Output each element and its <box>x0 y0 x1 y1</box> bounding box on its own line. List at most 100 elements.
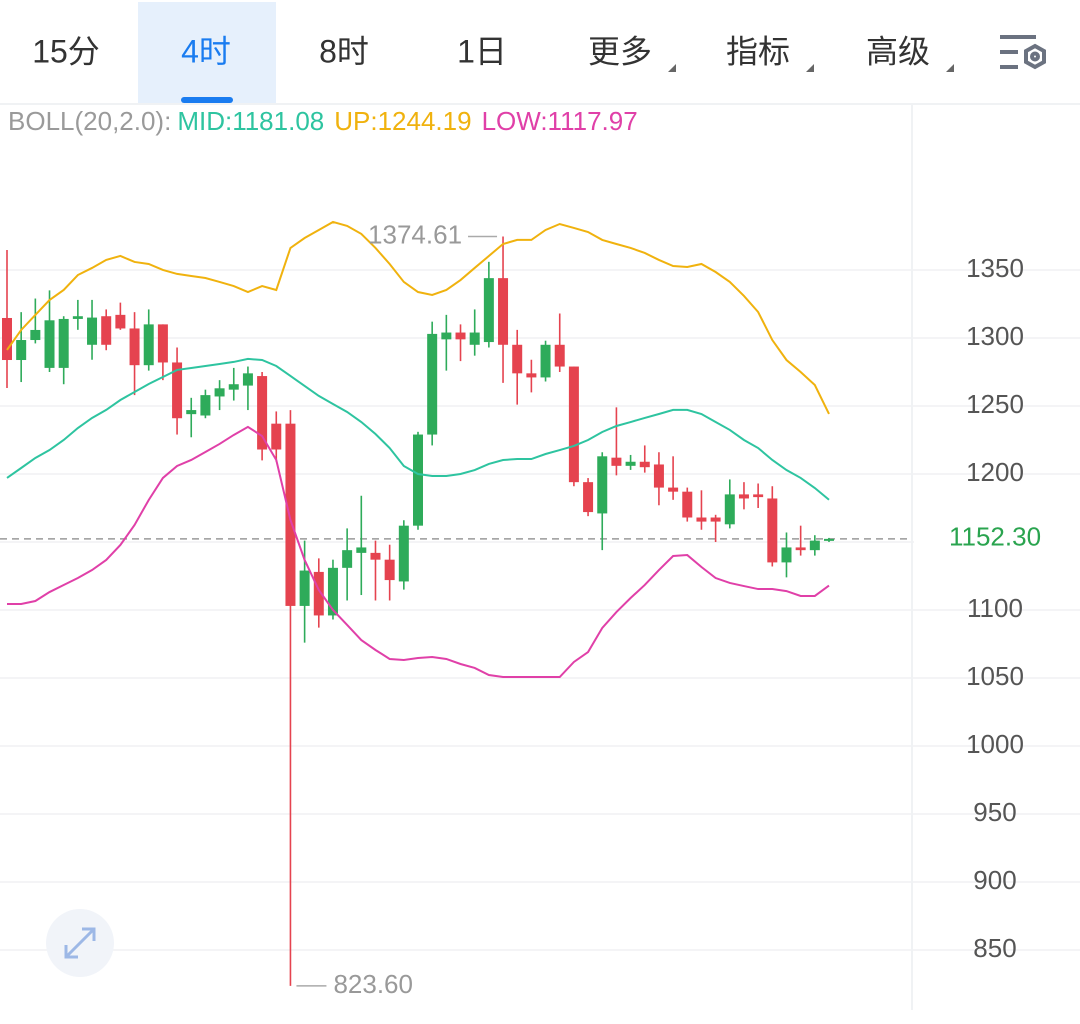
candle-body <box>342 550 353 568</box>
candle-body <box>483 278 494 343</box>
candle-body <box>625 461 636 466</box>
candle-body <box>313 571 324 616</box>
last-price-label: 1152.30 <box>949 522 1041 552</box>
dropdown-caret <box>668 64 676 72</box>
candle-body <box>157 324 168 363</box>
candle-body <box>583 482 594 513</box>
candle-body <box>30 329 41 341</box>
candle-body <box>753 494 764 498</box>
legend-entry: UP:1244.19 <box>334 106 471 136</box>
candle-body <box>597 456 608 514</box>
candle-body <box>526 373 537 378</box>
candle-body <box>568 366 579 483</box>
high-label: 1374.61 <box>368 219 462 249</box>
y-tick-label: 950 <box>973 797 1016 827</box>
candle-body <box>639 461 650 468</box>
candle-body <box>512 344 523 374</box>
candle-body <box>724 494 735 525</box>
legend-entry: LOW:1117.97 <box>482 106 638 136</box>
candle-body <box>611 457 622 466</box>
candle-body <box>653 464 664 488</box>
candle-body <box>554 344 565 367</box>
candle-body <box>2 317 12 361</box>
candle-body <box>427 333 438 435</box>
y-tick-label: 1050 <box>966 661 1024 691</box>
candle-body <box>738 494 749 499</box>
tab[interactable]: 指标 <box>726 33 790 69</box>
y-tick-label: 1300 <box>966 321 1024 351</box>
candle-body <box>710 517 721 522</box>
tab[interactable]: 高级 <box>866 33 930 69</box>
candle-body <box>540 344 551 378</box>
y-tick-label: 900 <box>973 865 1016 895</box>
candle-body <box>767 498 778 563</box>
candle-body <box>682 491 693 518</box>
candle-body <box>327 567 338 616</box>
low-label: 823.60 <box>333 969 413 999</box>
expand-button[interactable] <box>46 909 114 977</box>
dropdown-caret <box>946 64 954 72</box>
last-price-bg <box>914 518 1080 559</box>
icon-gear-hole <box>1030 51 1040 62</box>
candle-body <box>795 547 806 551</box>
candle-body <box>356 547 367 553</box>
candle-body <box>129 328 140 366</box>
y-tick-label: 1200 <box>966 457 1024 487</box>
candle-body <box>384 559 395 581</box>
y-tick-label: 1350 <box>966 253 1024 283</box>
candle-body <box>200 395 211 416</box>
candle-body <box>824 538 834 541</box>
tab-active-bg <box>138 2 276 103</box>
candle-body <box>214 388 225 397</box>
indicator-line <box>6 220 830 415</box>
tab[interactable]: 8时 <box>319 33 369 69</box>
candle-body <box>696 517 707 522</box>
candle-body <box>299 570 310 606</box>
indicator-line <box>7 425 830 679</box>
indicator-name: BOLL(20,2.0): <box>8 106 171 136</box>
candle-body <box>398 525 409 582</box>
grid: 850 900 950 1000 1050 1100 1200 1250 1300 1350 <box>0 253 1080 963</box>
icon-gear <box>1024 43 1046 70</box>
tab-active-indicator <box>181 97 233 103</box>
candle-body <box>101 316 112 345</box>
plot: 1152.30 1374.61 823.60 <box>0 219 1080 999</box>
candle-body <box>455 332 466 340</box>
y-tick-label: 1250 <box>966 389 1024 419</box>
candle-body <box>809 540 820 551</box>
candle-body <box>285 423 296 606</box>
candle-body <box>413 434 423 526</box>
tab[interactable]: 更多 <box>588 33 652 69</box>
settings-icon[interactable] <box>1000 35 1046 70</box>
tab-bar: 15分 4时 8时 1日 更多 指标 高级 <box>32 2 954 103</box>
legend-entry: MID:1181.08 <box>177 106 324 136</box>
candle-body <box>441 332 452 340</box>
candle-body <box>44 320 55 368</box>
indicator-line <box>6 357 830 501</box>
tab[interactable]: 15分 <box>32 33 100 69</box>
tab[interactable]: 1日 <box>457 33 507 69</box>
candle-body <box>242 373 253 386</box>
y-tick-label: 1000 <box>966 729 1024 759</box>
dropdown-caret <box>806 64 814 72</box>
candle-body <box>143 324 154 366</box>
candle-body <box>58 318 69 368</box>
candle-body <box>72 316 83 319</box>
candle-body <box>87 317 98 345</box>
candle-body <box>172 362 183 419</box>
candle-body <box>271 423 282 450</box>
tab[interactable]: 4时 <box>181 33 231 69</box>
expand-arrow <box>64 927 96 959</box>
candle-body <box>115 314 126 329</box>
candle-body <box>186 410 197 415</box>
candle-body <box>370 552 381 560</box>
candle-body <box>668 487 679 492</box>
y-tick-label: 1100 <box>967 593 1023 623</box>
candle-body <box>228 384 239 390</box>
candle-body <box>469 332 480 345</box>
candle-body <box>257 376 268 450</box>
candle-body <box>16 340 27 361</box>
